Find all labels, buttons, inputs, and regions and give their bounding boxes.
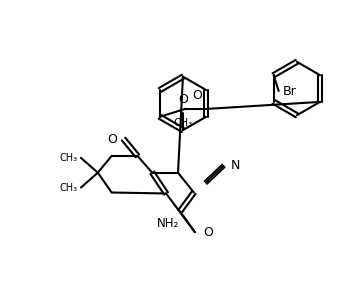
Text: CH₃: CH₃ — [60, 153, 78, 163]
Text: O: O — [192, 89, 202, 102]
Text: N: N — [231, 159, 240, 172]
Text: Br: Br — [282, 85, 296, 97]
Text: O: O — [203, 225, 213, 239]
Text: O: O — [108, 133, 118, 145]
Text: CH₃: CH₃ — [173, 118, 193, 128]
Text: CH₃: CH₃ — [60, 183, 78, 193]
Text: O: O — [178, 93, 188, 106]
Text: NH₂: NH₂ — [157, 217, 179, 230]
